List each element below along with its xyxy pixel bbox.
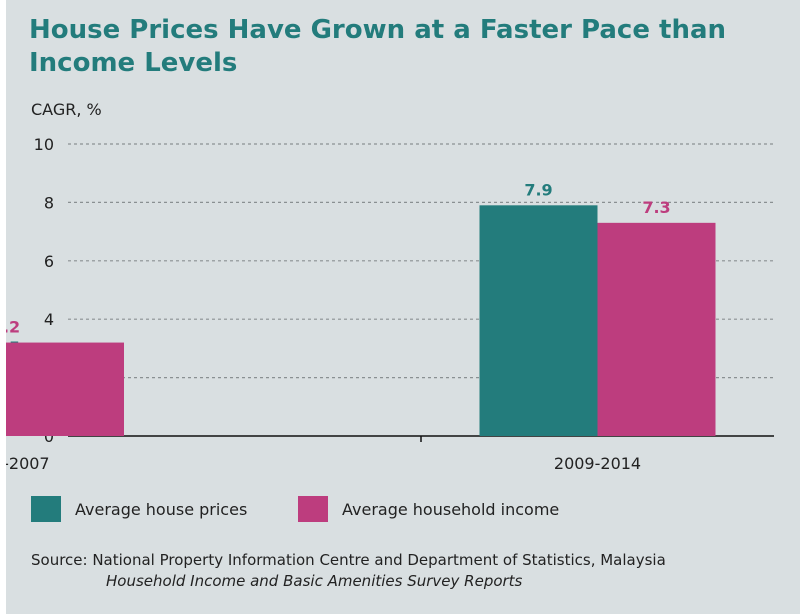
legend-item-house-prices: Average house prices	[31, 496, 247, 522]
y-tick-label: 10	[34, 135, 54, 154]
source-line-2: Household Income and Basic Amenities Sur…	[106, 572, 523, 590]
x-tick-label: 2004-2007	[6, 454, 50, 473]
legend-swatch	[31, 496, 61, 522]
source-line-1: Source: National Property Information Ce…	[31, 551, 666, 569]
y-tick-label: 8	[44, 193, 54, 212]
chart-title: House Prices Have Grown at a Faster Pace…	[29, 15, 727, 78]
y-tick-label: 0	[44, 427, 54, 446]
y-tick-label: 4	[44, 310, 54, 329]
bar	[6, 342, 124, 436]
bar	[479, 205, 598, 436]
bar	[597, 222, 716, 436]
y-axis-label: CAGR, %	[31, 100, 102, 119]
legend-label: Average household income	[342, 499, 560, 519]
data-label: 7.9	[524, 180, 552, 199]
legend-label: Average house prices	[75, 499, 248, 519]
data-label: 7.3	[642, 198, 670, 217]
data-label: 3.2	[6, 318, 20, 337]
source-note: Source: National Property Information Ce…	[31, 550, 666, 592]
legend-item-household-income: Average household income	[298, 496, 559, 522]
legend-swatch	[298, 496, 328, 522]
y-tick-label: 6	[44, 252, 54, 271]
x-tick-label: 2009-2014	[554, 454, 641, 473]
